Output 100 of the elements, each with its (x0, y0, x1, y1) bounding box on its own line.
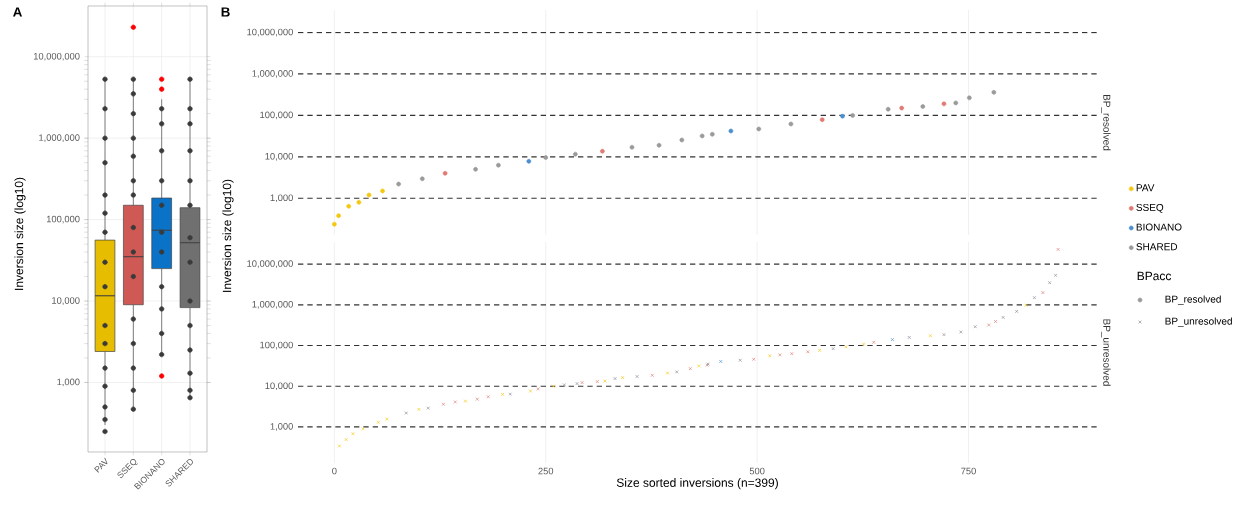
legend-label: SHARED (1136, 243, 1178, 251)
y-tick-label: 10,000,000 (247, 260, 293, 268)
point (396, 181, 401, 187)
point (885, 106, 891, 112)
y-tick-label: 100,000 (260, 341, 293, 350)
point (475, 397, 480, 401)
legend-title: BPacc (1137, 271, 1172, 281)
point (850, 113, 855, 118)
point (351, 431, 355, 436)
point (688, 366, 693, 371)
y-tick-label: 1,000,000 (252, 70, 293, 78)
point (600, 148, 605, 154)
point (551, 384, 556, 388)
point (417, 407, 421, 412)
point (385, 417, 389, 421)
y-tick-label: 100,000 (260, 111, 293, 120)
y-axis-title: Inversion size (log10) (222, 179, 234, 292)
y-tick-label: 1,000,000 (39, 134, 80, 143)
point (346, 203, 352, 209)
point (719, 359, 723, 364)
chart-title: A (13, 7, 22, 17)
point (899, 105, 905, 111)
point (1024, 303, 1028, 307)
point (1056, 247, 1060, 252)
point (356, 199, 362, 205)
point (575, 381, 579, 386)
point (679, 137, 685, 143)
point (953, 100, 959, 106)
y-tick-label: 1,000 (270, 194, 293, 203)
point (890, 337, 895, 342)
y-tick-label: 10,000 (52, 297, 80, 305)
point (332, 221, 337, 227)
text: BP_resolved (1101, 94, 1111, 151)
x-tick-label: 750 (961, 467, 976, 475)
x-tick-label: 250 (538, 467, 554, 475)
point (508, 392, 512, 396)
point (819, 117, 825, 122)
point (572, 151, 578, 157)
point (536, 387, 540, 391)
point (987, 323, 991, 327)
point (526, 158, 532, 164)
point (756, 126, 762, 132)
text: BP_resolved (1165, 295, 1221, 305)
point (336, 213, 341, 219)
point (697, 364, 701, 368)
point (613, 376, 617, 381)
point (562, 383, 567, 387)
point (920, 104, 926, 109)
point (442, 170, 448, 176)
point (473, 166, 478, 172)
point (788, 121, 794, 127)
x-axis-title: Size sorted inversions (n=399) (616, 478, 778, 490)
y-tick-label: 100,000 (46, 215, 80, 224)
y-tick-label: 1,000 (57, 378, 80, 387)
point (942, 332, 946, 337)
legend-label: BIONANO (1136, 223, 1182, 231)
legend-label: SSEQ (1136, 203, 1164, 213)
point (907, 335, 912, 340)
point (817, 348, 822, 353)
point (496, 162, 501, 168)
point (844, 345, 848, 349)
point (603, 379, 607, 383)
point (629, 144, 635, 150)
point (768, 354, 772, 358)
y-tick-label: 1,000 (270, 423, 293, 431)
point (656, 142, 662, 148)
point (806, 350, 810, 354)
point (665, 371, 670, 375)
point (778, 353, 782, 357)
point (941, 101, 947, 107)
point (344, 437, 348, 442)
point (1053, 273, 1058, 278)
y-tick-label: 1,000,000 (252, 300, 293, 309)
point (699, 133, 705, 139)
point (728, 128, 734, 134)
point (1047, 280, 1052, 285)
point (738, 358, 742, 362)
point (366, 192, 372, 198)
point (675, 370, 679, 374)
legend-label: PAV (1136, 184, 1155, 192)
point (928, 333, 933, 338)
point (1001, 315, 1005, 320)
point (650, 373, 655, 378)
point (966, 95, 972, 101)
point (595, 379, 600, 384)
point (419, 176, 425, 182)
point (991, 90, 997, 95)
point (790, 351, 794, 356)
point (486, 395, 490, 399)
point (709, 131, 715, 137)
point (426, 406, 430, 410)
x-tick-label: 500 (749, 467, 765, 475)
point (376, 420, 381, 425)
y-axis-title: Inversion size (log10) (14, 177, 26, 290)
point (872, 340, 876, 345)
text: BP_unresolved (1165, 317, 1232, 327)
point (973, 324, 977, 329)
point (635, 374, 639, 379)
point (528, 389, 533, 393)
point (441, 402, 446, 407)
